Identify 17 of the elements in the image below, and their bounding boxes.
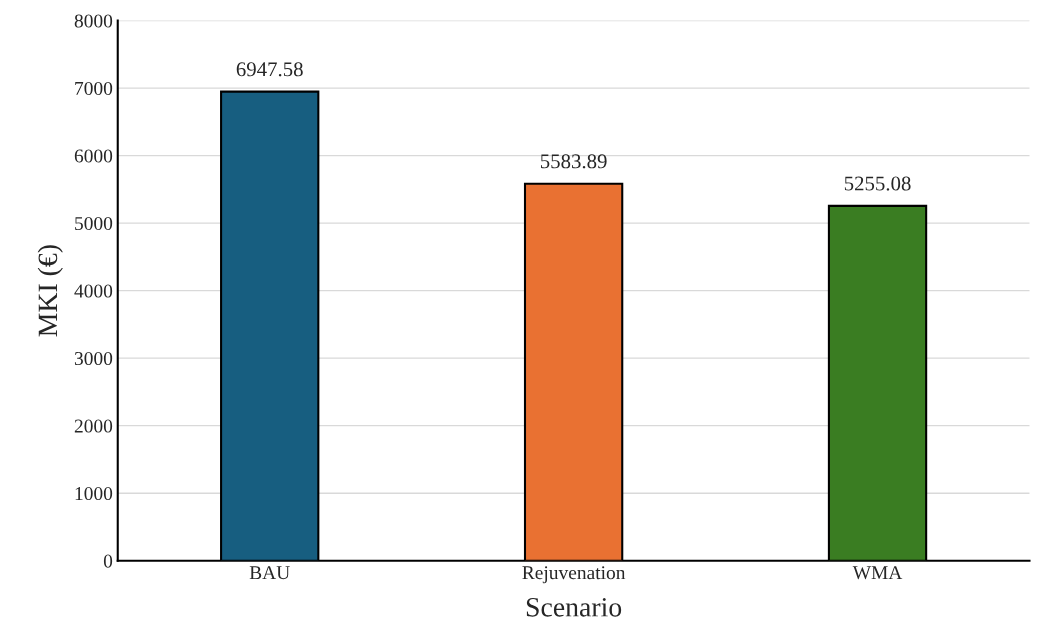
- data-label: 5255.08: [844, 176, 911, 191]
- x-tick-label: Rejuvenation: [522, 566, 626, 584]
- y-tick-label: 4000: [74, 284, 113, 298]
- y-tick-label: 8000: [74, 14, 113, 28]
- y-tick-label: 7000: [75, 81, 113, 96]
- y-tick-label: 3000: [74, 351, 113, 366]
- x-tick-label: WMA: [852, 566, 903, 580]
- y-axis-title: MKI (€): [37, 245, 63, 337]
- y-tick-label: 6000: [74, 149, 113, 163]
- data-label: 5583.89: [540, 154, 607, 169]
- x-tick-label: BAU: [249, 566, 290, 580]
- y-tick-label: 0: [103, 554, 113, 568]
- data-label: 6947.58: [236, 62, 303, 77]
- x-axis-title: Scenario: [526, 597, 622, 617]
- y-tick-label: 1000: [75, 487, 113, 501]
- y-tick-label: 5000: [75, 216, 113, 231]
- y-tick-label: 2000: [74, 419, 113, 433]
